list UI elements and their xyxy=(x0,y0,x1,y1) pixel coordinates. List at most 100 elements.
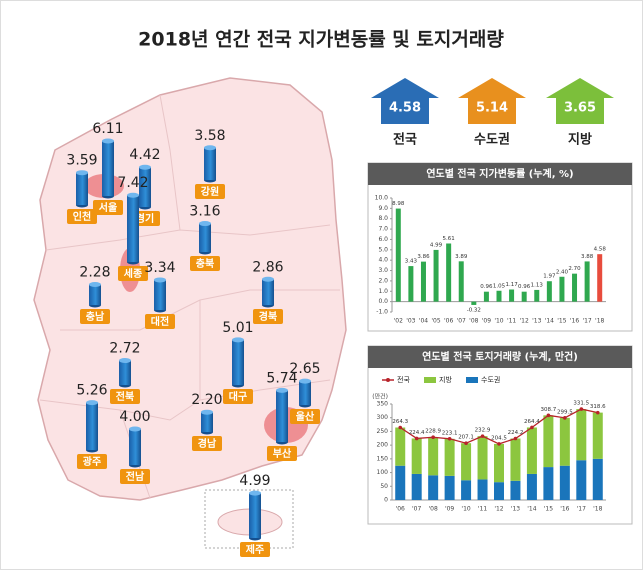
line-marker xyxy=(398,425,403,430)
line-marker xyxy=(579,407,584,411)
data-label: -0.32 xyxy=(467,307,481,313)
bar xyxy=(576,409,587,461)
data-label: 308.7 xyxy=(541,407,557,413)
page-title: 2018년 연간 전국 지가변동률 및 토지거래량 xyxy=(138,29,504,51)
x-tick-label: '16 xyxy=(560,506,569,513)
summary-arrow xyxy=(458,78,526,124)
region-bar xyxy=(201,412,213,432)
bar xyxy=(395,208,401,302)
bar-top xyxy=(262,276,274,282)
bar xyxy=(411,473,422,500)
bar-top xyxy=(139,164,151,170)
y-tick-label: 200 xyxy=(377,442,389,449)
bar xyxy=(496,290,502,302)
bar xyxy=(494,443,504,483)
bar xyxy=(559,465,570,500)
bar xyxy=(494,482,504,500)
summary-label: 수도권 xyxy=(474,133,510,148)
x-tick-label: '09 xyxy=(482,318,491,325)
bar xyxy=(444,438,455,476)
data-label: 224.4 xyxy=(409,430,425,436)
y-tick-label: 300 xyxy=(377,414,389,421)
bar-top xyxy=(86,400,98,406)
region-label: 서울 xyxy=(99,201,117,214)
data-label: 264.4 xyxy=(524,419,540,425)
legend-swatch xyxy=(466,377,478,383)
data-label: 331.5 xyxy=(573,401,589,407)
y-tick-label: 9.0 xyxy=(378,205,388,212)
summary-value: 4.58 xyxy=(389,101,421,116)
region-label: 경기 xyxy=(136,212,154,225)
bar xyxy=(526,473,537,500)
region-bar xyxy=(154,279,166,310)
region-label: 세종 xyxy=(124,267,142,280)
x-tick-label: '08 xyxy=(469,318,478,325)
bar xyxy=(428,437,439,476)
region-bar xyxy=(249,493,261,538)
region-bar xyxy=(129,429,141,465)
bar xyxy=(572,273,578,302)
region-value: 2.28 xyxy=(79,264,110,280)
region-value: 3.16 xyxy=(189,204,220,220)
bar xyxy=(526,427,537,474)
x-tick-label: '08 xyxy=(429,506,438,513)
region-label-box xyxy=(80,309,110,324)
data-label: 204.5 xyxy=(491,435,507,441)
x-tick-label: '16 xyxy=(570,318,579,325)
summary-arrow xyxy=(546,78,614,124)
region-label-box xyxy=(118,266,148,281)
region-bar xyxy=(119,360,131,385)
region-label: 경북 xyxy=(259,310,277,323)
legend-label: 전국 xyxy=(397,375,410,384)
line-marker xyxy=(447,437,452,441)
bar xyxy=(458,261,464,302)
bar xyxy=(543,415,554,468)
region-value: 5.74 xyxy=(266,370,297,386)
region-label: 전남 xyxy=(126,470,145,483)
bar xyxy=(483,291,489,302)
x-tick-label: '10 xyxy=(494,318,503,325)
bar xyxy=(408,266,414,302)
data-label: 264.3 xyxy=(392,419,408,425)
y-tick-label: 5.0 xyxy=(378,246,388,253)
bar-top xyxy=(204,145,216,151)
line-marker xyxy=(595,410,600,415)
legend-label: 지방 xyxy=(439,375,452,384)
region-label: 경남 xyxy=(198,437,217,450)
bar xyxy=(461,443,472,481)
x-tick-label: '17 xyxy=(577,506,586,513)
bar-top xyxy=(199,221,211,227)
region-bar xyxy=(76,172,88,205)
y-tick-label: 100 xyxy=(377,469,389,476)
bar xyxy=(521,291,527,302)
y-tick-label: 6.0 xyxy=(378,236,388,243)
region-value: 4.00 xyxy=(119,409,150,425)
region-label-box xyxy=(195,184,225,199)
region-label-box xyxy=(240,542,270,557)
bar xyxy=(510,438,521,481)
region-label-box xyxy=(290,409,320,424)
summary-arrow xyxy=(371,78,439,124)
region-value: 5.26 xyxy=(76,383,107,399)
bar xyxy=(576,460,587,500)
data-label: 4.58 xyxy=(594,247,607,253)
x-tick-label: '17 xyxy=(582,318,591,325)
x-tick-label: '12 xyxy=(494,506,503,513)
region-bar xyxy=(139,167,151,207)
bar xyxy=(411,438,422,474)
data-label: 5.61 xyxy=(443,236,455,242)
y-tick-label: -1.0 xyxy=(376,309,388,316)
data-label: 3.86 xyxy=(417,254,430,260)
y-tick-label: 150 xyxy=(377,455,389,462)
x-tick-label: '15 xyxy=(557,318,566,325)
region-value: 6.11 xyxy=(92,121,123,137)
y-tick-label: 0 xyxy=(384,497,388,504)
region-bar xyxy=(204,147,216,180)
data-label: 223.1 xyxy=(442,430,458,436)
data-label: 1.13 xyxy=(531,282,544,288)
bar xyxy=(420,261,426,302)
line-marker xyxy=(513,436,518,441)
region-label: 제주 xyxy=(246,543,264,556)
data-label: 224.2 xyxy=(508,430,524,436)
